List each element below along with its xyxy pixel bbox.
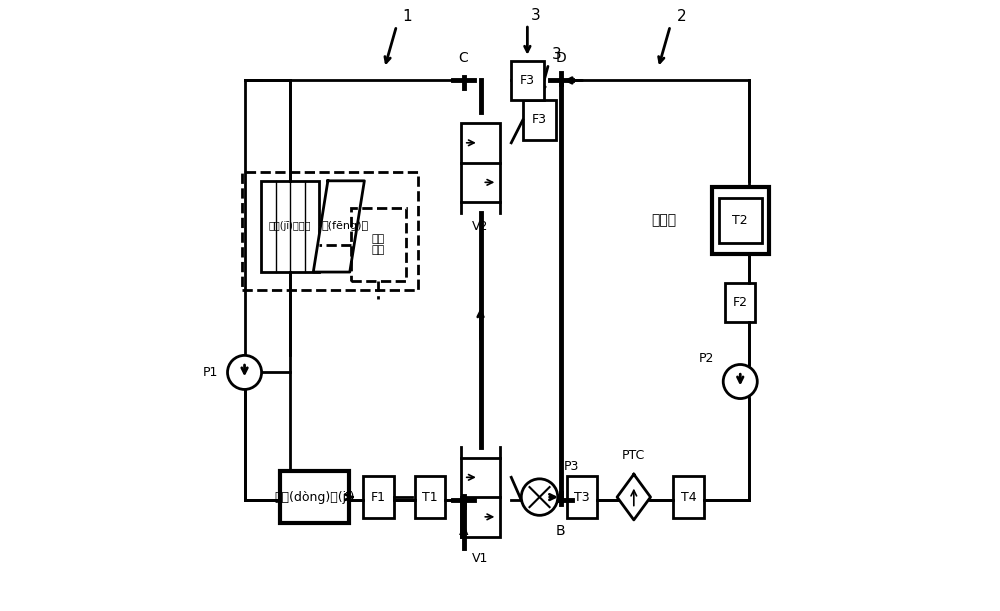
Text: F3: F3 (532, 114, 547, 126)
Bar (461, 123, 500, 202)
Text: 風(fēng)扇: 風(fēng)扇 (321, 221, 368, 232)
Bar (261, 181, 319, 272)
Text: 電池箱: 電池箱 (651, 213, 676, 227)
Text: T2: T2 (732, 214, 748, 227)
Text: T4: T4 (681, 491, 696, 503)
Text: P3: P3 (564, 459, 579, 473)
Bar (280, 471, 349, 523)
Circle shape (521, 479, 558, 515)
Text: P1: P1 (203, 366, 218, 379)
Bar (415, 476, 445, 518)
Text: V1: V1 (472, 552, 489, 565)
Text: T3: T3 (574, 491, 590, 503)
Text: F2: F2 (733, 296, 748, 309)
Text: D: D (555, 51, 566, 65)
Text: A: A (459, 524, 468, 538)
Text: 3: 3 (552, 47, 561, 62)
Text: 2: 2 (676, 9, 686, 24)
Text: V2: V2 (472, 221, 489, 233)
Bar (719, 197, 762, 243)
Text: 膨脹
水箱: 膨脹 水箱 (372, 234, 385, 255)
Polygon shape (617, 474, 651, 520)
Text: 電機(jī)散熱器: 電機(jī)散熱器 (269, 221, 311, 232)
Text: F3: F3 (520, 74, 535, 87)
Bar (363, 476, 394, 518)
Text: P2: P2 (699, 352, 714, 365)
Bar (523, 100, 556, 140)
Bar (351, 208, 406, 281)
Text: 1: 1 (403, 9, 412, 24)
Bar (673, 476, 704, 518)
Text: 電動(dòng)機(jī): 電動(dòng)機(jī) (274, 491, 355, 503)
Text: C: C (459, 51, 468, 65)
Bar (242, 172, 418, 290)
Text: F1: F1 (371, 491, 386, 503)
Circle shape (723, 365, 757, 398)
Bar (511, 60, 544, 100)
Bar (712, 186, 769, 254)
Bar (461, 458, 500, 536)
Polygon shape (313, 181, 364, 272)
Circle shape (228, 356, 262, 389)
Bar (725, 283, 755, 322)
Text: T1: T1 (422, 491, 438, 503)
Text: 3: 3 (530, 7, 540, 23)
Bar (567, 476, 597, 518)
Text: PTC: PTC (622, 449, 645, 462)
Text: B: B (556, 524, 566, 538)
